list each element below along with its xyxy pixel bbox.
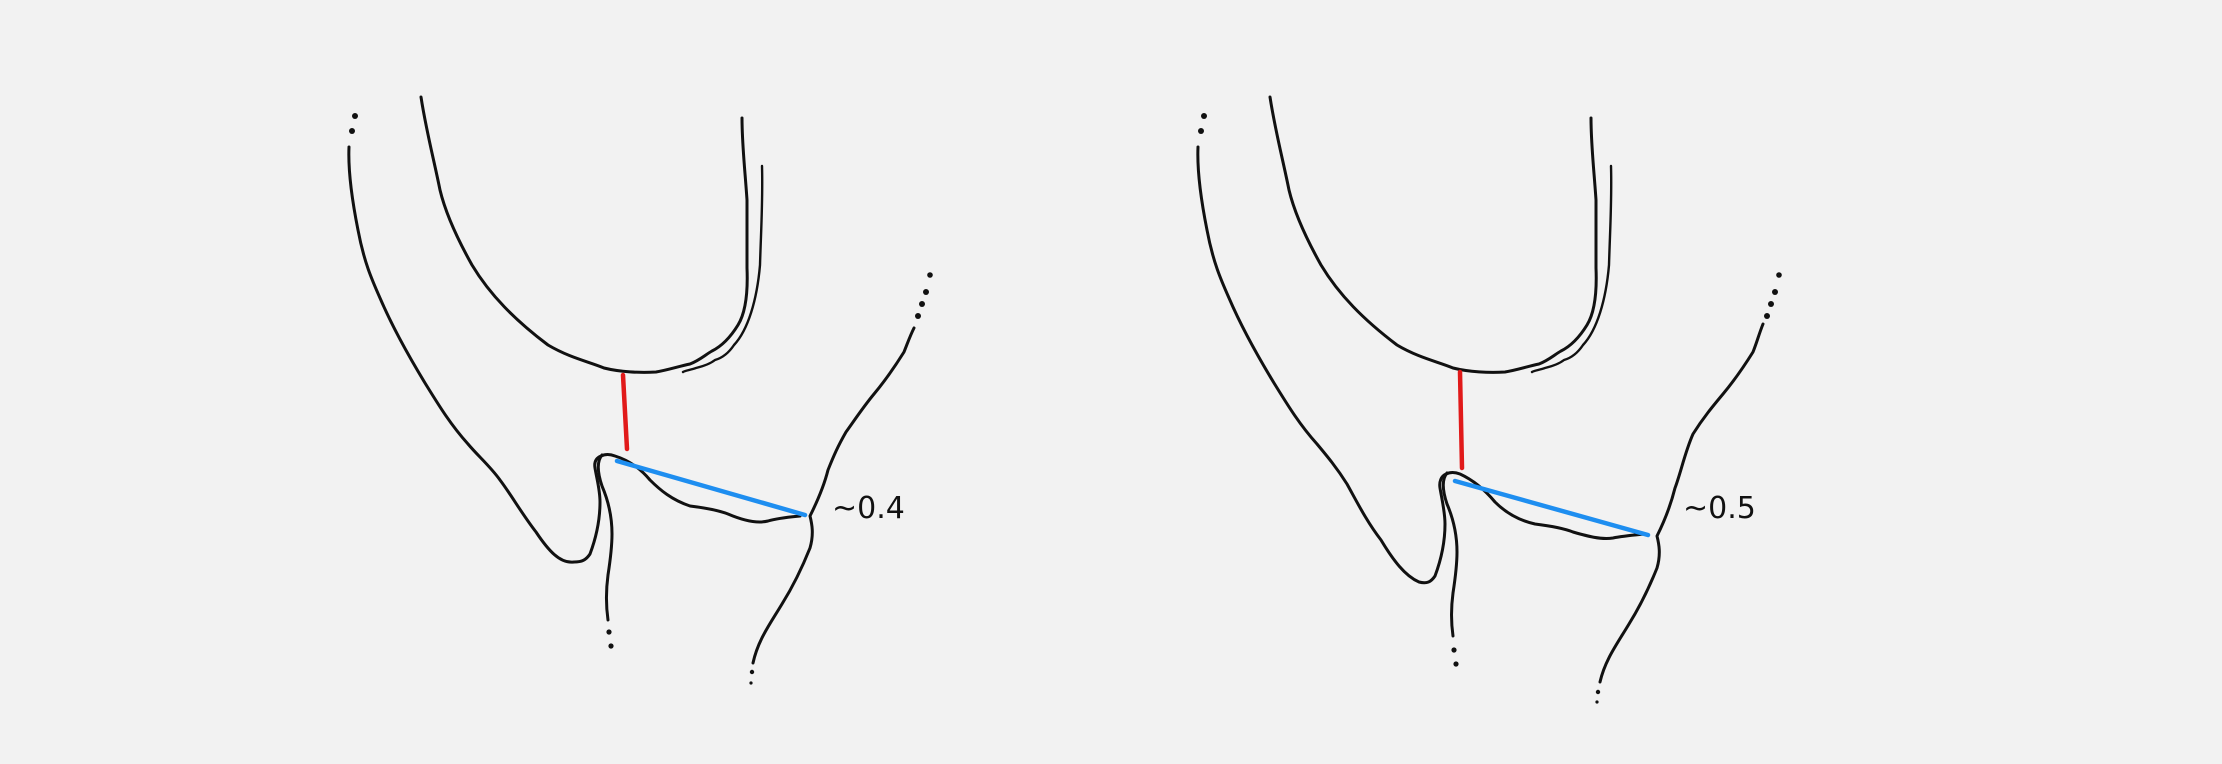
femur-outer-outline (419, 95, 749, 374)
continuation-dots (1198, 113, 1782, 704)
lower-bone-outline (1598, 322, 1765, 684)
femur-inner-outline (681, 164, 764, 374)
gap-measure-line (1457, 369, 1465, 471)
femur-outer-outline (1268, 95, 1598, 374)
patella-outline (596, 453, 614, 622)
ratio-measure-line (1452, 478, 1651, 538)
ratio-label: ~0.4 (832, 491, 905, 526)
continuation-dots (349, 113, 933, 685)
ratio-measure-line (614, 458, 808, 518)
panel-left: ~0.4 (347, 95, 933, 685)
panel-right: ~0.5 (1196, 95, 1782, 704)
gap-measure-line (620, 372, 630, 452)
ratio-label: ~0.5 (1683, 491, 1756, 526)
femur-inner-outline (1530, 164, 1613, 374)
tibia-outline (1196, 145, 1647, 585)
tibia-outline (347, 145, 802, 564)
lower-bone-outline (751, 326, 916, 665)
patella-outline (1441, 471, 1459, 638)
